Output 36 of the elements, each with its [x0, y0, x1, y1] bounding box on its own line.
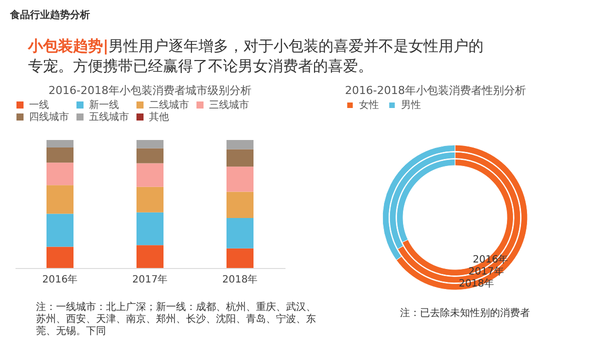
bar [136, 212, 164, 246]
bar [46, 185, 74, 214]
legend-label: 四线城市 [29, 111, 69, 123]
bar [46, 162, 74, 186]
legend-label: 男性 [401, 99, 421, 112]
text: 注：一线城市：北上广深；新一线：成都、杭州、重庆、武汉、苏州、西安、天津、南京、郑州、长沙、沈阳、青岛、宁波、东莞、无锡。下同 [36, 302, 316, 338]
bar [136, 163, 164, 187]
bar [226, 248, 254, 268]
bar [226, 149, 254, 167]
bar [46, 140, 74, 148]
bar [136, 245, 164, 268]
legend-label: 女性 [359, 99, 379, 112]
text: 小包装趋势|男性用户逐年增多，对于小包装的喜爱并不是女性用户的专宠。方便携带已经赢得了不论男女消费者的喜爱。 [28, 36, 484, 76]
chart-title: 2016-2018年小包装消费者城市级别分析 [48, 84, 252, 97]
legend-label: 一线 [29, 99, 49, 111]
bar [46, 246, 74, 268]
bar [136, 186, 164, 212]
x-tick-label: 2018年 [222, 274, 258, 286]
bar [226, 218, 254, 248]
x-tick-label: 2017年 [132, 274, 168, 286]
bar [46, 214, 74, 247]
text: 食品行业趋势分析 [10, 8, 90, 22]
bar [136, 140, 164, 148]
legend-label: 新一线 [89, 99, 119, 111]
bar [226, 192, 254, 218]
bar [46, 148, 74, 163]
bar [136, 148, 164, 164]
legend-label: 其他 [149, 111, 169, 123]
x-tick-label: 2016年 [42, 274, 78, 286]
bar [226, 166, 254, 192]
legend-label: 三线城市 [209, 99, 249, 111]
text: 注：已去除未知性别的消费者 [400, 306, 531, 320]
legend-label: 二线城市 [149, 99, 189, 111]
bar [226, 140, 254, 150]
legend-label: 五线城市 [89, 111, 129, 123]
chart-title: 2016-2018年小包装消费者性别分析 [345, 84, 526, 97]
